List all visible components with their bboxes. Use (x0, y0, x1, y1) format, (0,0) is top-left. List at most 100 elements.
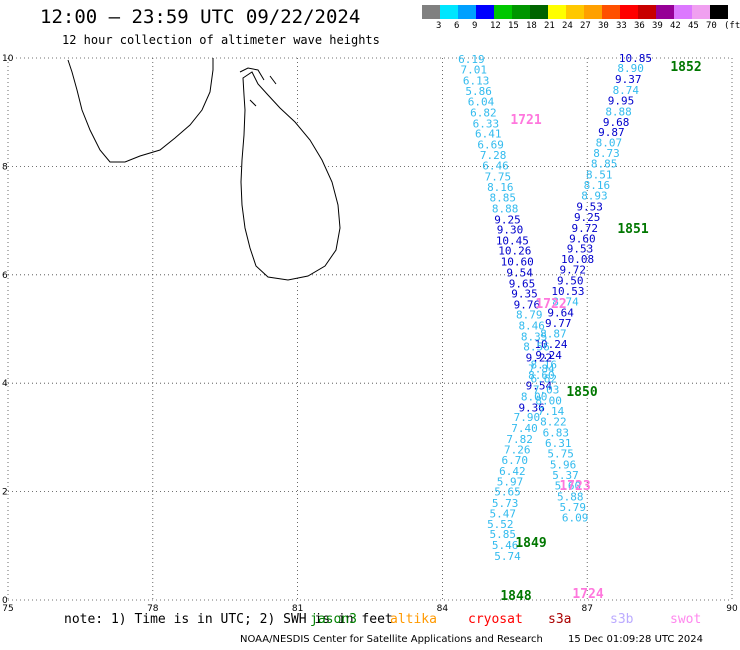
wave-height-label: 9.53 (576, 200, 603, 213)
wave-height-label: 8.00 (535, 394, 562, 407)
wave-height-label: 9.72 (572, 222, 599, 235)
colorbar-swatch (692, 5, 710, 19)
colorbar-swatch (638, 5, 656, 19)
pass-time-label: 1851 (617, 222, 648, 237)
legend-altika: altika (390, 612, 437, 627)
wave-height-label: 8.56 (523, 341, 550, 354)
wave-height-label: 5.60 (555, 479, 582, 492)
wave-height-label: 5.97 (497, 476, 524, 489)
wave-height-label: 8.35 (521, 330, 548, 343)
jaffna-peninsula (239, 67, 277, 107)
wave-height-label: 9.54 (506, 266, 533, 279)
wave-height-label: 6.09 (562, 511, 589, 524)
wave-height-label: 7.01 (461, 64, 488, 77)
y-tick-label: 6 (2, 271, 8, 281)
wave-height-label: 5.75 (547, 447, 574, 460)
observation-labels: 10.858.909.378.749.958.889.689.878.078.7… (458, 52, 652, 563)
colorbar-tick-label: 42 (670, 21, 681, 31)
wave-height-label: 10.08 (561, 253, 594, 266)
wave-height-label: 5.47 (489, 508, 516, 521)
wave-height-label: 5.79 (559, 501, 586, 514)
wave-height-label: 10.60 (501, 256, 534, 269)
wave-height-label: 6.70 (502, 454, 529, 467)
wave-height-label: 6.42 (499, 465, 526, 478)
wave-height-label: 7.40 (511, 422, 538, 435)
wave-height-label: 6.62 (531, 373, 558, 386)
colorbar-tick-label: 12 (490, 21, 501, 31)
wave-height-label: 6.69 (477, 139, 504, 152)
x-tick-label: 78 (147, 604, 159, 612)
colorbar-tick-label: 15 (508, 21, 519, 31)
legend-s3a: s3a (548, 612, 572, 627)
y-tick-label: 0 (2, 596, 8, 606)
colorbar-unit: (ft) (724, 21, 740, 31)
x-tick-label: 84 (437, 604, 449, 612)
wave-height-label: 7.03 (533, 383, 560, 396)
wave-height-label: 9.68 (603, 116, 630, 129)
pass-time-label: 1721 (510, 113, 541, 128)
map-subtitle: 12 hour collection of altimeter wave hei… (62, 33, 380, 47)
wave-height-label: 7.28 (480, 149, 507, 162)
wave-height-label: 8.79 (516, 309, 543, 322)
colorbar-swatch (674, 5, 692, 19)
colorbar-tick-label: 21 (544, 21, 555, 31)
y-tick-label: 8 (2, 162, 8, 172)
wave-height-label: 6.41 (475, 128, 502, 141)
wave-height-label: 8.51 (586, 168, 613, 181)
wave-height-label: 5.37 (552, 469, 579, 482)
wave-height-label: 8.85 (489, 192, 516, 205)
wave-height-label: 9.77 (545, 317, 572, 330)
wave-height-label: 9.76 (514, 298, 541, 311)
wave-height-label: 8.74 (613, 84, 640, 97)
y-tick-label: 10 (2, 54, 14, 64)
coastline-sri-lanka (240, 71, 341, 281)
pass-time-label: 1723 (559, 479, 590, 494)
colorbar-swatch (620, 5, 638, 19)
colorbar-swatch (584, 5, 602, 19)
wave-height-label: 6.33 (473, 117, 500, 130)
wave-height-label: 8.46 (518, 320, 545, 333)
wave-height-label: 9.54 (526, 380, 553, 393)
y-tick-label: 2 (2, 488, 8, 498)
wave-height-label: 7.82 (506, 433, 533, 446)
wave-height-label: 9.50 (557, 275, 584, 288)
wave-height-label: 8.16 (584, 179, 611, 192)
pass-time-label: 1722 (535, 297, 566, 312)
wave-height-label: 9.87 (598, 126, 625, 139)
wave-height-label: 9.53 (567, 243, 594, 256)
footer-agency: NOAA/NESDIS Center for Satellite Applica… (240, 634, 543, 645)
wave-height-label: 8.85 (591, 157, 618, 170)
colorbar-swatch (566, 5, 584, 19)
pass-time-label: 1852 (670, 60, 701, 75)
colorbar-swatch (458, 5, 476, 19)
wave-height-label: 5.46 (492, 539, 519, 552)
footer-timestamp: 15 Dec 01:09:28 UTC 2024 (568, 634, 704, 645)
colorbar-tick-label: 45 (688, 21, 699, 31)
colorbar-tick-label: 3 (436, 21, 442, 31)
wave-height-label: 9.30 (497, 224, 524, 237)
colorbar-tick-label: 33 (616, 21, 627, 31)
colorbar-swatch (530, 5, 548, 19)
x-tick-label: 81 (292, 604, 303, 612)
colorbar-swatch (602, 5, 620, 19)
wave-height-label: 5.86 (465, 85, 492, 98)
colorbar-swatch (440, 5, 458, 19)
wave-height-label: 7.84 (528, 362, 555, 375)
x-tick-label: 87 (581, 604, 592, 612)
colorbar-swatch (656, 5, 674, 19)
wave-height-label: 8.22 (540, 415, 567, 428)
colorbar (422, 5, 728, 19)
y-tick-label: 4 (2, 379, 8, 389)
wave-height-label: 6.31 (545, 437, 572, 450)
colorbar-tick-label: 9 (472, 21, 478, 31)
colorbar-swatch (422, 5, 440, 19)
wave-height-label: 8.07 (596, 136, 623, 149)
wave-height-label: 6.19 (458, 53, 485, 66)
wave-height-label: 9.35 (511, 288, 538, 301)
pass-time-labels: 1852 1851 1850 1849 1848 1721 1722 1723 1724 (500, 60, 701, 604)
wave-height-label: 10.45 (496, 234, 529, 247)
wave-height-label: 8.16 (487, 181, 514, 194)
wave-height-label: 10.26 (498, 245, 531, 258)
wave-height-label: 9.60 (569, 232, 596, 245)
